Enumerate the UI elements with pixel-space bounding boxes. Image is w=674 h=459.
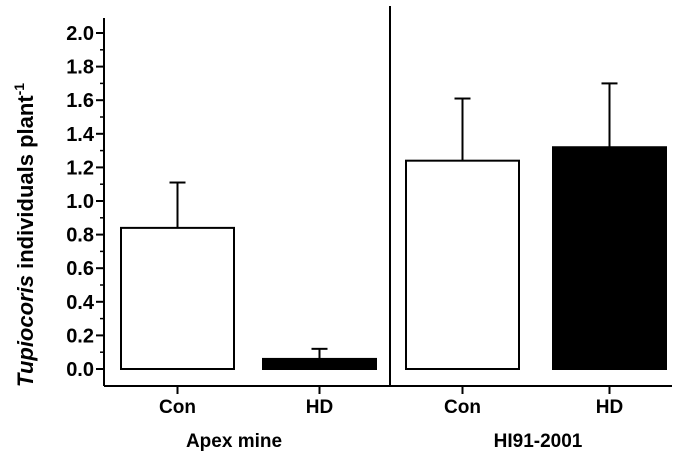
bar-hd-0: [262, 357, 377, 371]
y-tick-label: 0.4: [66, 292, 95, 314]
y-tick-label: 0.2: [66, 325, 94, 347]
x-axis: [104, 6, 672, 394]
y-tick-label: 1.6: [66, 90, 94, 112]
y-axis-label: Tupiocoris individuals plant-1: [11, 83, 38, 387]
category-label: HD: [306, 397, 333, 418]
bar-con-0: [120, 226, 235, 370]
y-axis: 0.0 0.2 0.4 0.6 0.8 1.0 1.2 1.4 1.6 1.8 2.0: [66, 18, 105, 386]
y-tick-label: 1.4: [66, 124, 95, 146]
bar-hd-1: [552, 146, 667, 370]
y-tick-label: 0.6: [66, 258, 94, 280]
category-label: Con: [159, 397, 196, 418]
y-tick-label: 1.0: [66, 191, 94, 213]
y-tick-label: 1.8: [66, 57, 94, 79]
group-label: HI91-2001: [494, 431, 583, 452]
y-tick-label: 0.8: [66, 225, 94, 247]
labels: Con HD Apex mine Con HD HI91-2001: [159, 397, 623, 452]
category-label: Con: [444, 397, 481, 418]
category-label: HD: [596, 397, 623, 418]
error-bars: [169, 82, 618, 359]
y-tick-label: 1.2: [66, 157, 94, 179]
y-tick-label: 0.0: [66, 359, 94, 381]
bars: [120, 146, 667, 371]
bar-con-1: [405, 159, 520, 370]
group-label: Apex mine: [186, 431, 282, 452]
y-tick-label: 2.0: [66, 23, 94, 45]
